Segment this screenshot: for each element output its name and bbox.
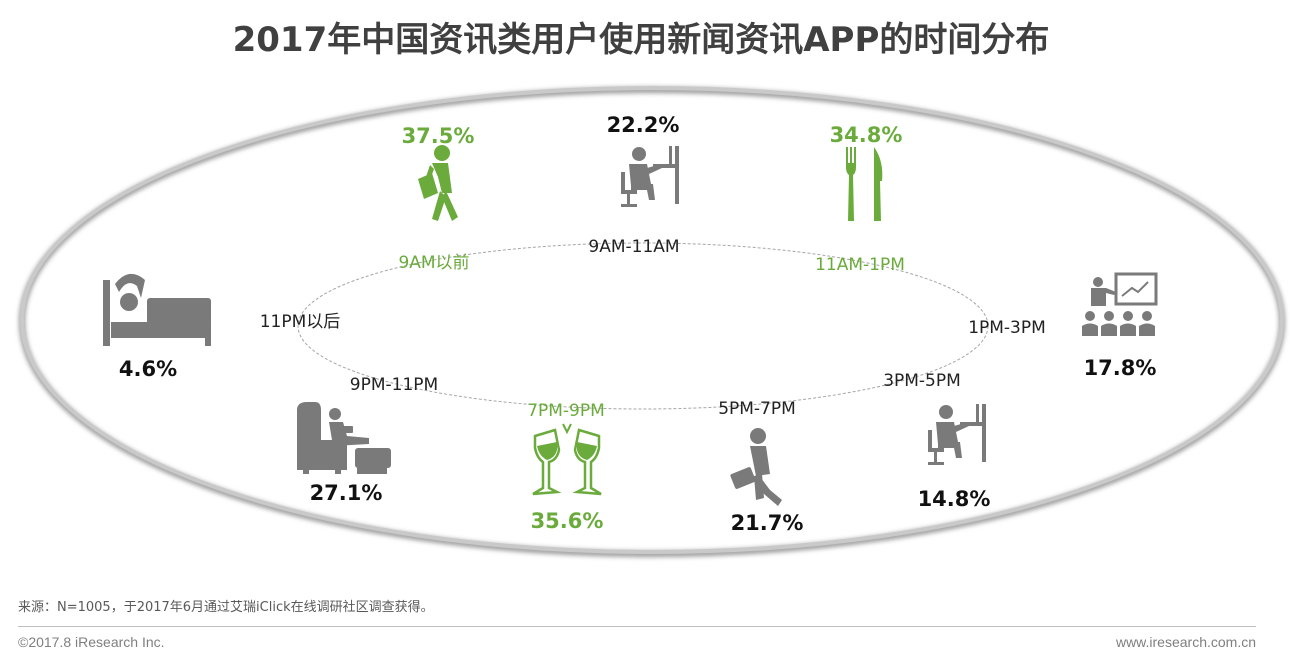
- value-label: 22.2%: [607, 113, 680, 137]
- armchair-relax-icon: [297, 402, 391, 474]
- website-link: www.iresearch.com.cn: [1115, 634, 1256, 650]
- category-label: 3PM-5PM: [883, 371, 961, 391]
- footer-divider: [18, 626, 1256, 627]
- fork-knife-icon: [846, 147, 883, 221]
- category-label: 9AM-11AM: [588, 237, 679, 257]
- category-label: 1PM-3PM: [968, 318, 1046, 338]
- inner-dashed-ellipse: [297, 242, 989, 410]
- value-label: 4.6%: [119, 357, 177, 381]
- category-label: 9PM-11PM: [350, 375, 438, 395]
- category-label: 11PM以后: [260, 312, 341, 332]
- champagne-toast-icon: [532, 423, 602, 496]
- office-desk-icon: [621, 146, 679, 207]
- walking-commuter-icon: [418, 145, 458, 221]
- page-title: 2017年中国资讯类用户使用新闻资讯APP的时间分布: [232, 20, 1050, 60]
- briefcase-walker-icon: [730, 428, 782, 506]
- office-desk-icon: [928, 404, 986, 465]
- source-note: 来源：N=1005，于2017年6月通过艾瑞iClick在线调研社区调查获得。: [18, 600, 434, 615]
- value-label: 37.5%: [402, 124, 475, 148]
- value-label: 27.1%: [310, 481, 383, 505]
- value-label: 21.7%: [731, 511, 804, 535]
- value-label: 17.8%: [1084, 356, 1157, 380]
- value-label: 35.6%: [531, 509, 604, 533]
- value-label: 14.8%: [918, 487, 991, 511]
- presentation-meeting-icon: [1082, 272, 1158, 336]
- category-label: 5PM-7PM: [718, 399, 796, 419]
- outer-ellipse: [20, 86, 1284, 554]
- time-distribution-chart: 9AM以前 37.5% 9AM-11AM 22.2% 11AM-1PM 34.8% 1PM-…: [19, 86, 1285, 557]
- category-label: 9AM以前: [398, 253, 469, 273]
- category-label: 7PM-9PM: [527, 401, 605, 421]
- category-label: 11AM-1PM: [815, 255, 905, 275]
- bed-sleep-icon: [103, 273, 211, 346]
- value-label: 34.8%: [830, 123, 903, 147]
- copyright-text: ©2017.8 iResearch Inc.: [18, 634, 165, 650]
